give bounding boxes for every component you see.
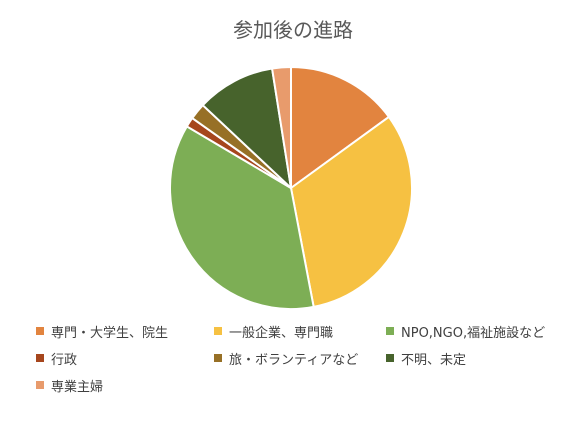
legend-label: 専業主婦 [51,379,104,395]
legend-item: 専業主婦 [36,376,214,395]
legend-swatch [36,381,44,389]
legend-label: 旅・ボランティアなど [229,352,359,368]
pie-slice-2 [289,115,413,309]
legend-swatch [214,327,222,335]
legend-label: 行政 [51,352,78,368]
legend-item: NPO,NGO,福祉施設など [386,322,576,341]
legend-swatch [36,354,44,362]
pie-slice-1 [290,65,391,190]
legend-item: 行政 [36,349,214,368]
legend-item: 旅・ボランティアなど [214,349,386,368]
legend-swatch [386,354,394,362]
legend-swatch [214,354,222,362]
chart-title: 参加後の進路 [233,18,353,42]
legend: 専門・大学生、院生 一般企業、専門職 NPO,NGO,福祉施設など行政 旅・ボランティ… [36,322,576,395]
pie-slice-3 [169,125,315,310]
pie-slice-7 [270,65,292,189]
legend-item: 専門・大学生、院生 [36,322,214,341]
legend-label: 不明、未定 [401,352,467,368]
legend-item: 一般企業、専門職 [214,322,386,341]
legend-label: NPO,NGO,福祉施設など [401,325,546,341]
pie-slice-6 [201,67,293,191]
legend-swatch [386,327,394,335]
legend-label: 専門・大学生、院生 [51,325,169,341]
legend-item: 不明、未定 [386,349,576,368]
legend-label: 一般企業、専門職 [229,325,334,341]
legend-swatch [36,327,44,335]
